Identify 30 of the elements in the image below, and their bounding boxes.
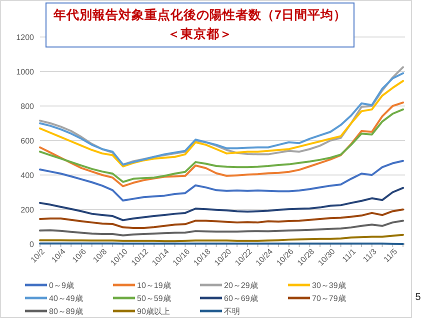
line-series — [39, 208, 404, 229]
legend-label: 80～89歳 — [49, 306, 83, 316]
legend-label: 50～59歳 — [137, 294, 171, 303]
line-series — [39, 220, 404, 236]
legend-label: 60～69歳 — [224, 294, 258, 303]
y-tick-label: 1000 — [16, 67, 35, 76]
x-tick-label: 11/3 — [361, 246, 379, 264]
x-tick-label: 10/8 — [91, 246, 110, 264]
y-tick-label: 0 — [30, 240, 35, 249]
line-series — [39, 186, 404, 222]
y-tick-label: 800 — [20, 102, 35, 111]
chart-subtitle: ＜東京都＞ — [168, 26, 232, 41]
legend-label: 不明 — [224, 306, 240, 316]
legend-label: 0～9歳 — [49, 280, 74, 290]
x-tick-label: 10/2 — [29, 246, 47, 264]
y-tick-label: 600 — [20, 136, 35, 146]
chart-title: 年代別報告対象重点化後の陽性者数（7日間平均） — [52, 7, 346, 22]
legend-label: 90歳以上 — [137, 306, 170, 316]
legend-label: 20～29歳 — [224, 280, 258, 290]
legend-label: 10～19歳 — [137, 280, 171, 290]
y-tick-label: 400 — [20, 170, 35, 180]
legend-label: 70～79歳 — [312, 294, 346, 303]
line-series — [39, 160, 404, 202]
y-tick-label: 200 — [20, 205, 35, 214]
y-tick-label: 1200 — [16, 32, 35, 42]
text: 5 — [415, 292, 422, 303]
legend-label: 40～49歳 — [49, 294, 83, 303]
legend-label: 30～39歳 — [312, 280, 346, 290]
x-tick-label: 11/1 — [340, 246, 358, 264]
x-tick-label: 10/6 — [70, 246, 88, 264]
